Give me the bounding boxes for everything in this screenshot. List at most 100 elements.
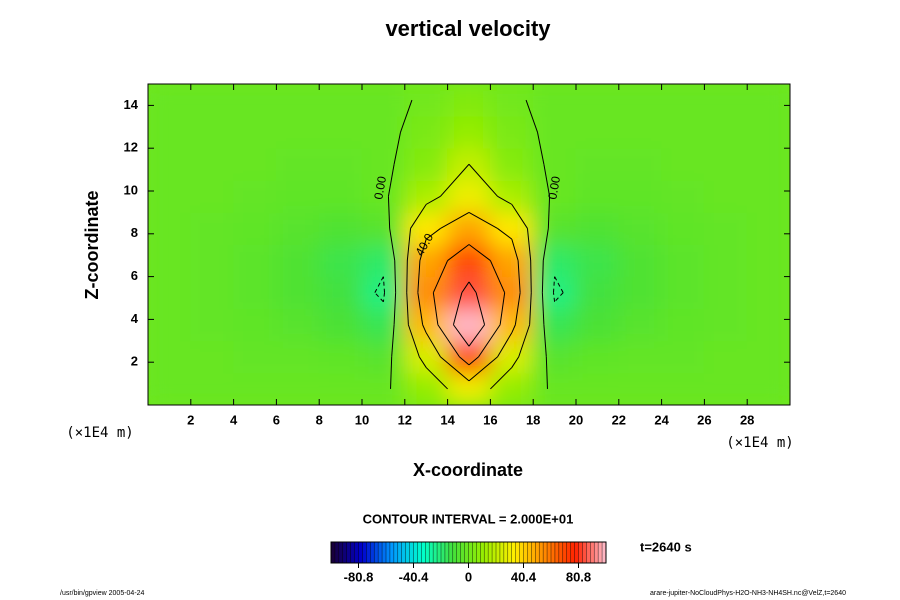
y-unit: (×1E4 m) [66,425,133,441]
field-cell [361,372,406,405]
contour-line [432,292,439,325]
contour-line [440,163,470,197]
field-cell [404,372,449,405]
x-tick-label: 22 [612,412,626,427]
field-cell [575,84,620,117]
colorbar-segment [452,542,458,563]
colorbar-segment [535,542,540,563]
contour-line [393,132,402,165]
contour-line [382,276,386,293]
contour-line [425,332,441,358]
field-cell [404,147,449,181]
field [148,84,790,405]
plot-frame [147,83,791,406]
field-cell [233,244,277,278]
colorbar-segment [488,542,493,563]
field-cell [148,244,192,278]
field-cell [233,179,277,213]
contour-line [511,324,516,333]
field-cell [148,179,192,213]
colorbar-segment [405,542,410,563]
field-cell [618,147,663,181]
field-cell [489,276,534,310]
y-tick-label: 10 [124,182,138,197]
colorbar-segment [507,542,513,563]
field-cell [746,179,790,213]
field-cell [661,147,705,181]
colorbar-segment [331,542,336,563]
field-cell [148,211,192,245]
field-cell [575,211,620,245]
colorbar-segment [393,542,399,563]
x-tick-label: 28 [740,412,754,427]
colorbar-segment [480,542,485,563]
contour-line [406,260,408,293]
field-cell [575,179,620,213]
colorbar-segment [409,542,414,563]
field-cell [318,276,363,310]
colorbar-segment [503,542,509,563]
field-cell [746,211,790,245]
colorbar-segment [456,542,461,563]
x-tick-label: 20 [569,412,583,427]
colorbar-tick-label: 80.8 [566,569,591,584]
contour-line [511,356,520,368]
field-cell [618,276,663,310]
field-cell [575,340,620,374]
field-cell [148,84,192,117]
field-cell [148,308,192,342]
field-cell [275,147,320,181]
contour-line [554,276,564,293]
field-cell [404,179,449,213]
colorbar-segment [401,542,406,563]
field-cell [361,340,406,374]
colorbar-segment [437,542,442,563]
field-cell [575,115,620,149]
colorbar-segment [527,542,532,563]
colorbar-segment [417,542,422,563]
colorbar-segment [523,542,528,563]
field-cell [190,308,235,342]
colorbar-segment [547,542,552,563]
y-tick-label: 6 [131,268,138,283]
field-cell [361,244,406,278]
contour-line [417,292,424,325]
field-cell [233,84,277,117]
field-cell [618,115,663,149]
contour-line [545,356,548,389]
contour-line [452,292,463,325]
colorbar-segment [362,542,367,563]
y-tick-label: 12 [124,140,138,155]
field-cell [489,115,534,149]
contour-line [422,324,427,333]
colorbar-segment [602,542,607,563]
field-cell [190,276,235,310]
field-cell [447,372,491,405]
contour-line [541,292,545,325]
contour-line [475,292,486,325]
field-cell [275,211,320,245]
contour-line [406,228,412,261]
contour-line [497,332,513,358]
field-cell [661,84,705,117]
colorbar-segment [386,542,391,563]
contour-line [468,244,491,261]
field-cell [703,340,748,374]
colorbar-segment [346,542,351,563]
field-cell [361,115,406,149]
field-cell [746,308,790,342]
colorbar-segment [354,542,359,563]
field-cell [148,340,192,374]
field-cell [447,211,491,245]
contour-line [525,99,538,133]
contour-line [461,281,470,293]
contour-line [536,132,545,165]
colorbar-segment [511,542,516,563]
field-cell [233,211,277,245]
field-cell [318,372,363,405]
field-cell [318,244,363,278]
colorbar-segment [444,542,450,563]
colorbar-segment [397,542,403,563]
contour-line [490,367,513,390]
